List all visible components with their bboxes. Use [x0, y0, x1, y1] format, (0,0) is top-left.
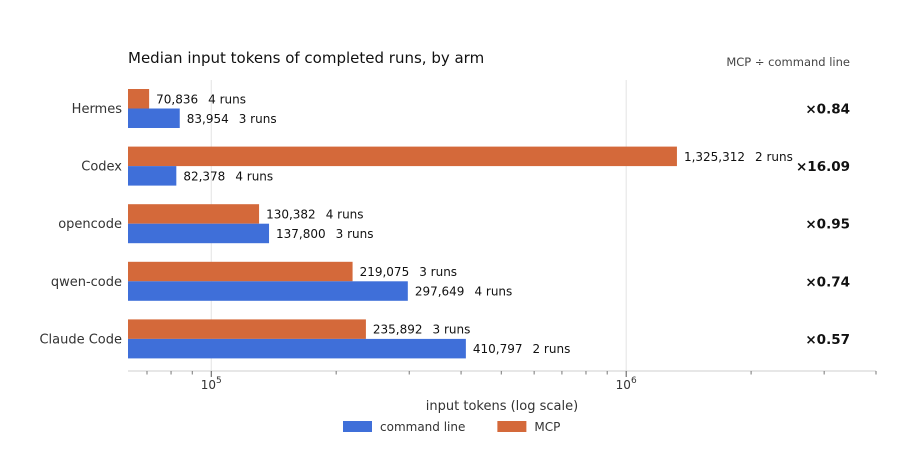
bar-mcp [128, 319, 366, 339]
legend: command line MCP [343, 420, 560, 434]
bar-command-line [128, 166, 177, 186]
bar-value-label: 1,325,312 [684, 150, 745, 164]
bar-runs-label: 3 runs [239, 112, 277, 126]
bar-runs-label: 4 runs [208, 92, 246, 106]
bar-mcp [128, 89, 150, 109]
bar-runs-label: 3 runs [419, 265, 457, 279]
bars [128, 89, 677, 359]
legend-label: MCP [534, 420, 560, 434]
ratio-label: ×0.95 [805, 217, 850, 233]
category-label: Claude Code [39, 332, 122, 347]
chart-title: Median input tokens of completed runs, b… [128, 49, 484, 67]
bar-mcp [128, 204, 260, 224]
bar-value-label: 297,649 [415, 285, 465, 299]
bar-command-line [128, 281, 408, 301]
bar-mcp [128, 146, 677, 167]
bar-runs-label: 4 runs [235, 169, 273, 183]
legend-swatch [497, 421, 527, 432]
category-labels: Hermes Codex opencode qwen-code Claude Code [39, 102, 122, 347]
ratio-labels: ×0.84 ×16.09 ×0.95 ×0.74 ×0.57 [796, 102, 850, 348]
bar-value-label: 130,382 [266, 207, 316, 221]
x-tick-label: 106 [616, 376, 637, 392]
bar-runs-label: 4 runs [326, 207, 364, 221]
ratio-label: ×16.09 [796, 159, 850, 175]
ratio-label: ×0.84 [805, 102, 850, 118]
bar-value-label: 83,954 [187, 112, 229, 126]
bar-command-line [128, 338, 466, 359]
chart-subtitle: MCP ÷ command line [726, 55, 850, 69]
x-tick-exponent: 5 [216, 376, 222, 386]
category-label: Codex [81, 160, 122, 175]
x-axis-ticks: 105 106 [146, 371, 877, 392]
x-tick-base: 10 [201, 378, 216, 392]
ratio-label: ×0.74 [805, 274, 850, 290]
x-tick-label: 105 [201, 376, 222, 392]
bar-value-label: 70,836 [156, 92, 198, 106]
bar-value-label: 410,797 [473, 342, 523, 356]
bar-labels: 70,836 4 runs 83,954 3 runs 1,325,312 2 runs 8… [156, 92, 793, 356]
bar-mcp [128, 261, 353, 282]
bar-runs-label: 2 runs [532, 342, 570, 356]
bar-runs-label: 2 runs [755, 150, 793, 164]
bar-value-label: 82,378 [183, 169, 225, 183]
x-tick-base: 10 [616, 378, 631, 392]
x-tick-exponent: 6 [631, 376, 637, 386]
ratio-label: ×0.57 [805, 332, 850, 348]
bar-command-line [128, 223, 270, 244]
bar-value-label: 219,075 [360, 265, 410, 279]
category-label: opencode [58, 217, 122, 232]
category-label: Hermes [72, 102, 123, 117]
bar-value-label: 235,892 [373, 323, 423, 337]
bar-command-line [128, 108, 180, 128]
category-label: qwen-code [51, 275, 122, 290]
bar-runs-label: 3 runs [433, 323, 471, 337]
bar-runs-label: 3 runs [336, 227, 374, 241]
x-axis-title: input tokens (log scale) [426, 399, 578, 414]
legend-label: command line [380, 420, 465, 434]
legend-swatch [343, 421, 372, 432]
bar-value-label: 137,800 [276, 227, 326, 241]
bar-runs-label: 4 runs [474, 285, 512, 299]
